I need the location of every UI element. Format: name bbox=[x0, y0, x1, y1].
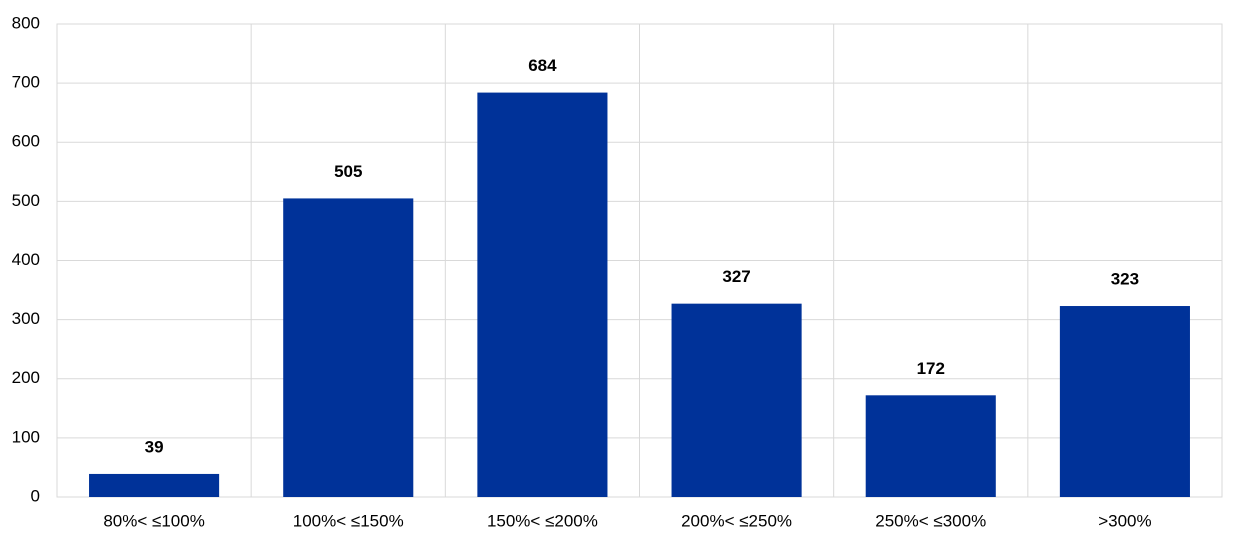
x-tick-label: 150%< ≤200% bbox=[487, 511, 598, 530]
bar bbox=[671, 303, 802, 497]
x-tick-label: >300% bbox=[1098, 511, 1151, 530]
bar bbox=[477, 92, 608, 498]
value-label: 172 bbox=[917, 359, 945, 378]
y-tick-label: 700 bbox=[12, 73, 40, 92]
y-tick-label: 600 bbox=[12, 132, 40, 151]
value-label: 323 bbox=[1111, 270, 1139, 289]
y-tick-label: 500 bbox=[12, 191, 40, 210]
value-label: 327 bbox=[722, 267, 750, 286]
y-tick-label: 300 bbox=[12, 309, 40, 328]
value-label: 39 bbox=[145, 437, 164, 456]
y-tick-label: 200 bbox=[12, 368, 40, 387]
y-tick-label: 800 bbox=[12, 13, 40, 32]
x-tick-label: 250%< ≤300% bbox=[875, 511, 986, 530]
x-tick-label: 100%< ≤150% bbox=[293, 511, 404, 530]
bar bbox=[1059, 306, 1190, 497]
x-tick-label: 80%< ≤100% bbox=[103, 511, 205, 530]
value-label: 684 bbox=[528, 56, 557, 75]
y-tick-label: 400 bbox=[12, 250, 40, 269]
y-tick-label: 100 bbox=[12, 427, 40, 446]
value-label: 505 bbox=[334, 162, 362, 181]
bar bbox=[89, 473, 220, 497]
bar bbox=[283, 198, 414, 497]
x-tick-label: 200%< ≤250% bbox=[681, 511, 792, 530]
y-tick-label: 0 bbox=[31, 486, 40, 505]
bar bbox=[865, 395, 996, 497]
